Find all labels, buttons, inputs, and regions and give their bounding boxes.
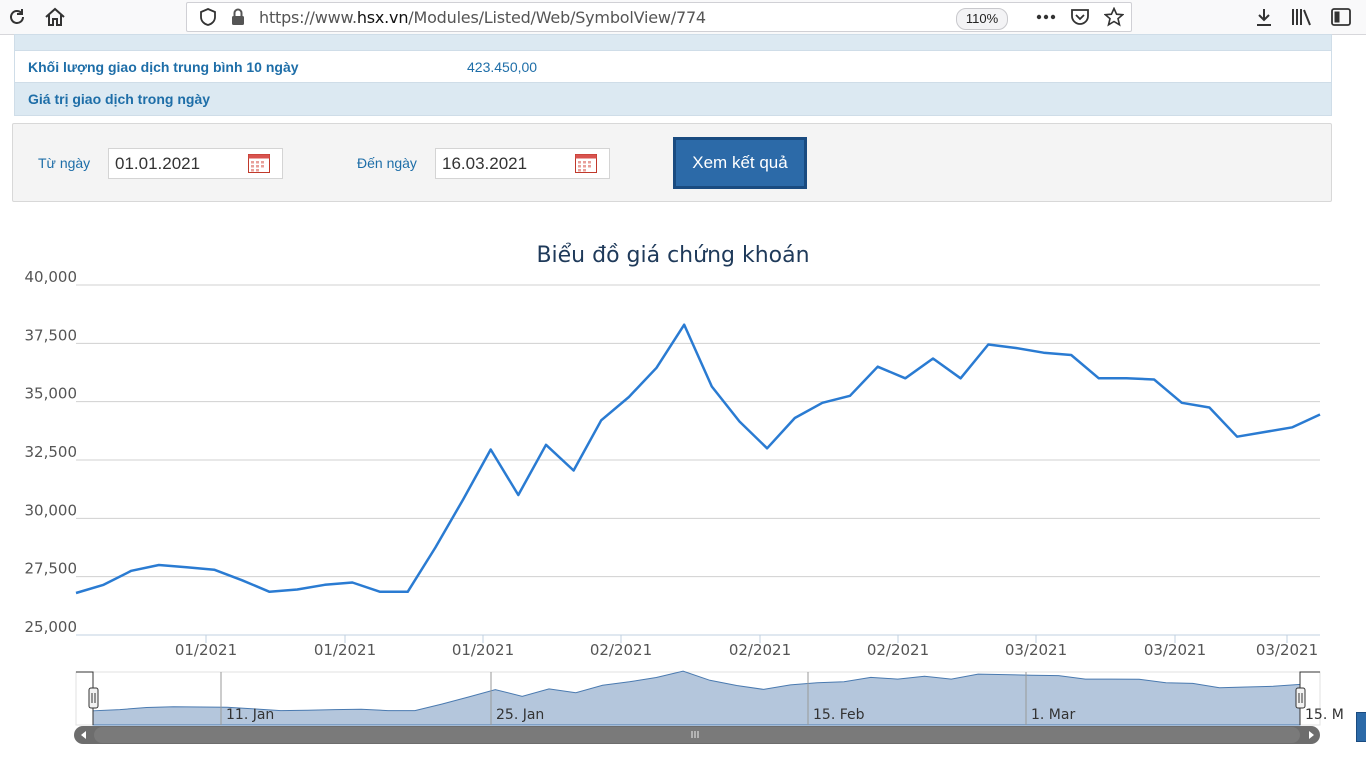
price-line — [75, 323, 1321, 595]
chart-title: Biểu đồ giá chứng khoán — [536, 243, 810, 268]
table-row: Khối lượng giao dịch trung bình 10 ngày … — [15, 51, 1331, 83]
navigator-label: 15. Feb — [813, 707, 865, 723]
range-navigator[interactable]: 11. Jan 25. Jan 15. Feb 1. Mar 15. M — [74, 670, 1344, 744]
sidebar-icon[interactable] — [1328, 4, 1354, 30]
x-tick-label: 03/2021 — [1144, 641, 1206, 659]
x-tick-label: 03/2021 — [1256, 641, 1318, 659]
to-date-input[interactable] — [440, 153, 574, 175]
from-date-label: Từ ngày — [38, 155, 91, 171]
scroll-right-arrow-icon — [1309, 731, 1314, 739]
y-tick-label: 25,000 — [25, 618, 78, 636]
page-scrollbar-thumb[interactable] — [1356, 712, 1366, 742]
tracking-shield-icon[interactable] — [195, 4, 221, 30]
url-prefix: https://www. — [259, 8, 357, 27]
x-tick-label: 03/2021 — [1005, 641, 1067, 659]
pocket-icon[interactable] — [1067, 4, 1093, 30]
reload-icon[interactable] — [4, 4, 30, 30]
x-tick-label: 01/2021 — [314, 641, 376, 659]
url-bar[interactable]: https://www.hsx.vn/Modules/Listed/Web/Sy… — [186, 2, 1132, 32]
y-axis-labels: 25,000 27,500 30,000 32,500 35,000 37,500 40,0… — [25, 268, 78, 636]
x-tick-label: 02/2021 — [590, 641, 652, 659]
library-icon[interactable] — [1288, 4, 1314, 30]
row-label: Khối lượng giao dịch trung bình 10 ngày — [28, 59, 299, 75]
row-label: Giá trị giao dịch trong ngày — [28, 91, 211, 107]
chart-series — [75, 323, 1321, 595]
from-date-field[interactable] — [108, 148, 283, 179]
browser-toolbar: https://www.hsx.vn/Modules/Listed/Web/Sy… — [0, 0, 1366, 35]
y-tick-label: 27,500 — [25, 560, 78, 578]
y-tick-label: 37,500 — [25, 326, 78, 344]
url-text: https://www.hsx.vn/Modules/Listed/Web/Sy… — [259, 8, 706, 27]
y-tick-label: 30,000 — [25, 501, 78, 519]
url-domain: hsx.vn — [356, 8, 409, 27]
navigator-label: 25. Jan — [496, 707, 544, 723]
bookmark-star-icon[interactable] — [1101, 4, 1127, 30]
scroll-left-arrow-icon — [81, 731, 86, 739]
navigator-label: 11. Jan — [226, 707, 274, 723]
calendar-icon[interactable] — [575, 154, 597, 173]
zoom-level[interactable]: 110% — [956, 8, 1008, 30]
to-date-field[interactable] — [435, 148, 610, 179]
x-tick-label: 02/2021 — [729, 641, 791, 659]
row-value: 423.450,00 — [467, 59, 538, 75]
calendar-icon[interactable] — [248, 154, 270, 173]
lock-icon[interactable] — [225, 4, 251, 30]
stock-info-table: Khối lượng giao dịch trung bình 10 ngày … — [14, 34, 1332, 116]
navigator-left-handle — [88, 687, 99, 709]
to-date-label: Đến ngày — [357, 155, 417, 171]
downloads-icon[interactable] — [1251, 4, 1277, 30]
x-tick-label: 01/2021 — [175, 641, 237, 659]
x-tick-label: 01/2021 — [452, 641, 514, 659]
table-row — [15, 35, 1331, 51]
x-tick-label: 02/2021 — [867, 641, 929, 659]
date-filter-panel: Từ ngày Đến ngày Xem kết quả — [12, 123, 1332, 202]
price-chart: 25,000 27,500 30,000 32,500 35,000 37,500 40,0… — [25, 268, 1344, 744]
view-results-button[interactable]: Xem kết quả — [673, 137, 807, 189]
page-actions-icon[interactable] — [1033, 4, 1059, 30]
navigator-label: 1. Mar — [1031, 707, 1075, 723]
url-path: /Modules/Listed/Web/SymbolView/774 — [408, 8, 706, 27]
navigator-series — [92, 670, 1301, 726]
navigator-scrollbar-thumb — [94, 727, 1300, 743]
y-tick-label: 35,000 — [25, 385, 78, 403]
table-row: Giá trị giao dịch trong ngày — [15, 83, 1331, 115]
chart-grid — [76, 284, 1320, 636]
from-date-input[interactable] — [113, 153, 247, 175]
navigator-label: 15. M — [1305, 707, 1344, 723]
home-icon[interactable] — [42, 4, 68, 30]
x-axis-labels: 01/2021 01/2021 01/2021 02/2021 02/2021 02/20… — [175, 635, 1318, 659]
navigator-right-handle — [1295, 687, 1306, 709]
y-tick-label: 40,000 — [25, 268, 78, 286]
y-tick-label: 32,500 — [25, 443, 78, 461]
